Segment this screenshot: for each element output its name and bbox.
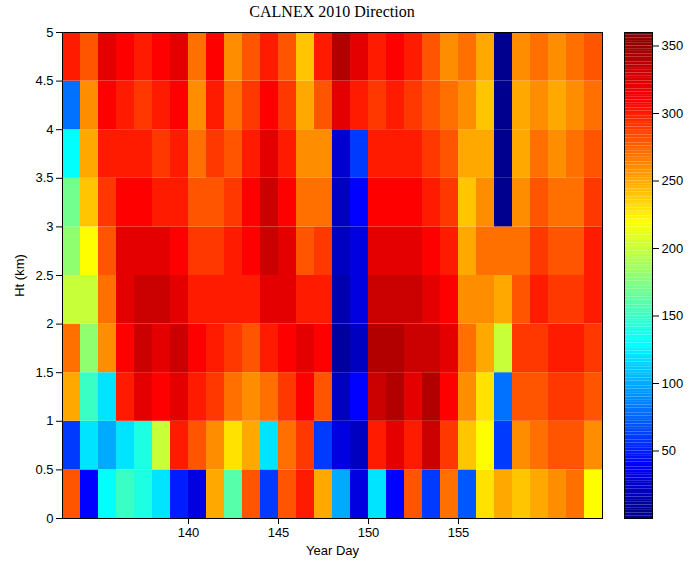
svg-text:Year Day: Year Day bbox=[306, 543, 359, 558]
svg-text:350: 350 bbox=[662, 38, 684, 53]
svg-text:5: 5 bbox=[46, 25, 53, 40]
svg-text:50: 50 bbox=[662, 443, 676, 458]
svg-text:4: 4 bbox=[46, 122, 53, 137]
svg-text:2: 2 bbox=[46, 316, 53, 331]
svg-text:140: 140 bbox=[178, 525, 200, 540]
svg-text:2.5: 2.5 bbox=[35, 268, 53, 283]
svg-text:200: 200 bbox=[662, 241, 684, 256]
svg-text:150: 150 bbox=[358, 525, 380, 540]
svg-text:0.5: 0.5 bbox=[35, 462, 53, 477]
svg-text:3: 3 bbox=[46, 219, 53, 234]
svg-text:250: 250 bbox=[662, 173, 684, 188]
svg-text:150: 150 bbox=[662, 308, 684, 323]
html-text:CALNEX 2010 Direction: CALNEX 2010 Direction bbox=[249, 3, 415, 20]
svg-text:Ht (km): Ht (km) bbox=[12, 254, 27, 297]
svg-text:4.5: 4.5 bbox=[35, 73, 53, 88]
svg-text:145: 145 bbox=[268, 525, 290, 540]
svg-text:1.5: 1.5 bbox=[35, 365, 53, 380]
svg-text:0: 0 bbox=[46, 511, 53, 526]
svg-text:300: 300 bbox=[662, 106, 684, 121]
svg-text:155: 155 bbox=[448, 525, 470, 540]
svg-text:3.5: 3.5 bbox=[35, 170, 53, 185]
svg-text:1: 1 bbox=[46, 413, 53, 428]
svg-text:100: 100 bbox=[662, 376, 684, 391]
